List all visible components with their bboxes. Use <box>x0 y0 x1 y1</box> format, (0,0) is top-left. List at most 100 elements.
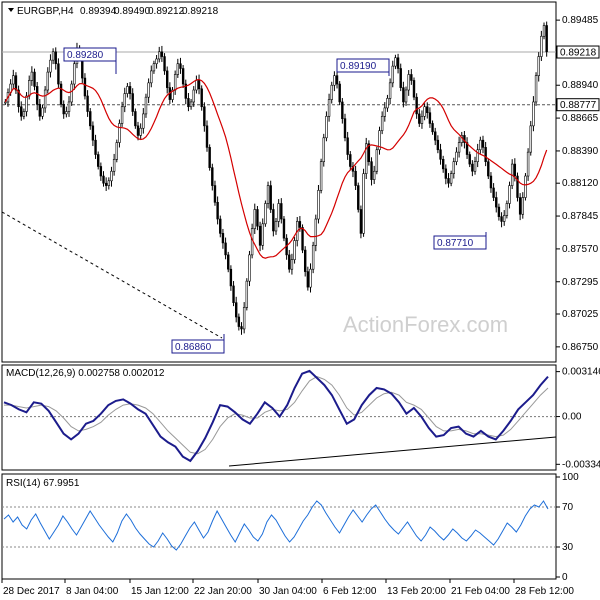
candle <box>242 302 246 334</box>
time-axis: 28 Dec 2017 8 Jan 04:00 15 Jan 12:00 22 Jan… <box>1 579 574 597</box>
candle <box>290 253 294 275</box>
candle <box>112 153 116 176</box>
candle <box>484 141 487 167</box>
candle <box>91 121 95 147</box>
candle <box>447 173 450 188</box>
annotation-0.86860: 0.86860 <box>171 334 225 354</box>
candle <box>49 54 52 78</box>
candle <box>181 65 185 88</box>
candle <box>322 133 325 167</box>
watermark: ActionForex.com <box>343 312 508 337</box>
candle <box>20 101 23 121</box>
candle <box>335 70 339 89</box>
candle <box>346 131 349 160</box>
candle <box>211 163 214 191</box>
price-tick-label: 0.88665 <box>562 113 599 124</box>
candle <box>221 228 225 249</box>
candle <box>420 110 424 129</box>
rsi-tick-label: 0 <box>562 572 568 583</box>
candle <box>441 155 445 173</box>
candle <box>237 313 241 331</box>
candle <box>500 212 503 228</box>
rsi-tick-label: 100 <box>562 472 579 483</box>
candle <box>365 137 368 180</box>
candle <box>192 86 195 107</box>
price-tick-label: 0.88120 <box>562 178 599 189</box>
candle <box>253 203 256 234</box>
time-tick-label: 22 Jan 20:00 <box>194 586 252 597</box>
macd-main-line <box>3 369 549 463</box>
annotation-0.89280: 0.89280 <box>63 47 117 74</box>
candle <box>134 108 137 129</box>
candle <box>338 81 341 105</box>
candle <box>497 203 501 221</box>
candle <box>232 281 235 307</box>
candle <box>17 85 20 113</box>
candle <box>524 173 527 201</box>
candle <box>359 205 363 239</box>
candle <box>428 107 432 128</box>
candle <box>457 136 461 158</box>
dropdown-triangle-icon <box>8 8 14 12</box>
candle <box>468 151 471 168</box>
candle <box>224 237 227 260</box>
candle <box>311 241 315 274</box>
candle <box>248 250 251 287</box>
candle <box>234 296 238 323</box>
candle <box>38 98 42 121</box>
candle <box>245 278 249 311</box>
candle <box>83 73 87 100</box>
candle <box>150 65 153 88</box>
candle <box>503 210 506 226</box>
candle <box>89 108 92 130</box>
candle <box>449 170 453 187</box>
candle <box>330 81 333 104</box>
candle <box>444 164 448 185</box>
candle <box>394 54 397 70</box>
candle <box>391 60 394 88</box>
candle <box>73 59 76 90</box>
annotation-label: 0.89190 <box>340 61 377 72</box>
candle <box>189 98 193 110</box>
open-value: 0.89394 <box>80 6 117 17</box>
candle <box>261 218 264 250</box>
candle <box>256 206 259 231</box>
candle <box>62 100 65 119</box>
time-tick-label: 8 Jan 04:00 <box>66 586 119 597</box>
candle <box>155 55 158 69</box>
candle <box>107 177 111 190</box>
candle <box>176 58 180 78</box>
candle <box>545 21 548 57</box>
candle <box>407 70 410 96</box>
candle <box>59 81 63 108</box>
rsi-line <box>3 500 549 551</box>
candle <box>184 79 187 105</box>
candle <box>187 93 190 112</box>
candle <box>319 158 323 194</box>
time-tick-label: 30 Jan 04:00 <box>259 586 317 597</box>
candle <box>327 93 331 122</box>
rsi-title: RSI(14) 67.9951 <box>6 478 80 489</box>
moving-average-line <box>4 78 548 259</box>
price-tick-label: 0.87295 <box>562 277 599 288</box>
candle <box>280 198 283 224</box>
candle <box>476 143 479 168</box>
candle <box>22 108 26 120</box>
annotation-label: 0.87710 <box>437 238 474 249</box>
rsi-tick-label: 30 <box>562 542 574 553</box>
candle <box>526 148 530 181</box>
candle <box>455 147 458 166</box>
candle <box>521 192 524 219</box>
candle <box>229 265 233 291</box>
candle <box>341 98 344 124</box>
candle <box>152 60 156 74</box>
time-tick-label: 13 Feb 20:00 <box>387 586 446 597</box>
candle <box>274 217 278 235</box>
hline-price-label: 0.88777 <box>560 100 597 111</box>
annotation-label: 0.86860 <box>175 342 212 353</box>
candle <box>123 87 126 113</box>
candle <box>163 53 166 75</box>
macd-title: MACD(12,26,9) 0.002758 0.002012 <box>6 368 165 379</box>
candle <box>333 71 336 92</box>
